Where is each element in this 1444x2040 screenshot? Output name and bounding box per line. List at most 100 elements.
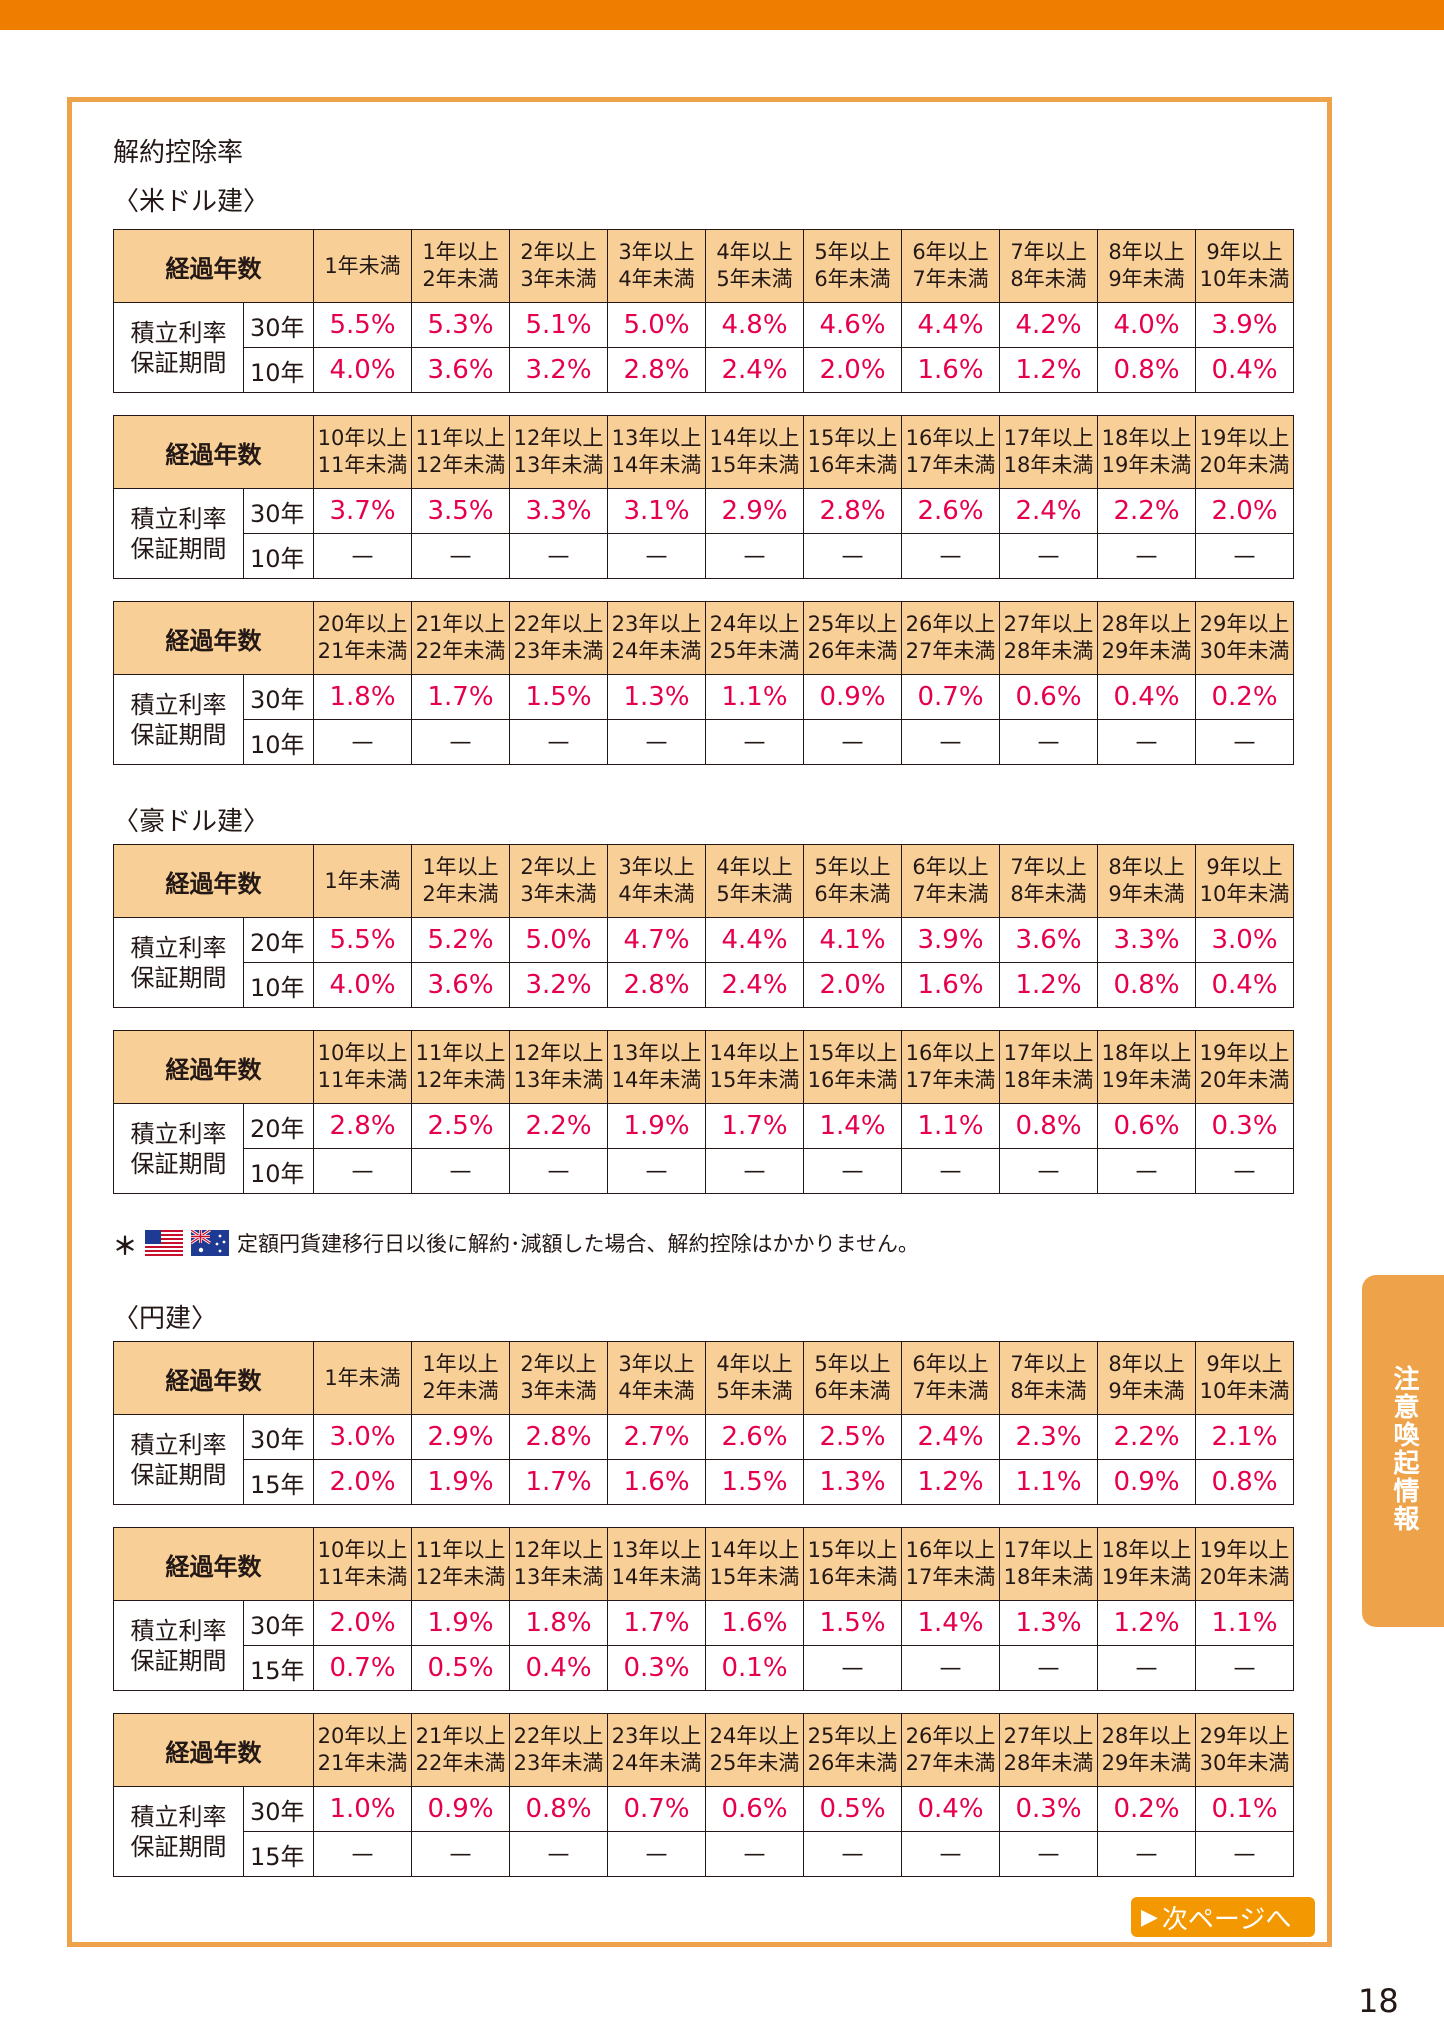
deduction-rate: —	[1195, 533, 1294, 579]
period-header: 20年以上 21年未満	[313, 601, 412, 675]
deduction-rate: —	[803, 719, 902, 765]
deduction-rate: —	[999, 533, 1098, 579]
period-header: 20年以上 21年未満	[313, 1713, 412, 1787]
note-text: 定額円貨建移行日以後に解約･減額した場合、解約控除はかかりません。	[237, 1232, 919, 1256]
period-header: 11年以上 12年未満	[411, 1030, 510, 1104]
deduction-rate: —	[705, 1831, 804, 1877]
period-header: 14年以上 15年未満	[705, 1030, 804, 1104]
deduction-rate: —	[313, 1831, 412, 1877]
period-header: 1年以上 2年未満	[411, 1341, 510, 1415]
deduction-rate: 1.2%	[901, 1459, 1000, 1505]
page-title: 解約控除率	[113, 138, 244, 168]
deduction-rate: 0.6%	[705, 1786, 804, 1832]
deduction-rate: —	[1195, 1148, 1294, 1194]
deduction-rate: —	[803, 533, 902, 579]
deduction-rate: 2.3%	[999, 1414, 1098, 1460]
deduction-rate: 2.8%	[607, 962, 706, 1008]
deduction-rate: 1.2%	[999, 347, 1098, 393]
deduction-rate: 2.4%	[705, 347, 804, 393]
deduction-rate: 1.7%	[705, 1103, 804, 1149]
period-header: 2年以上 3年未満	[509, 229, 608, 303]
guarantee-period-label: 積立利率 保証期間	[113, 1786, 244, 1877]
period-header: 18年以上 19年未満	[1097, 415, 1196, 489]
period-header: 1年以上 2年未満	[411, 844, 510, 918]
period-header: 1年未満	[313, 844, 412, 918]
deduction-rate: —	[901, 1148, 1000, 1194]
elapsed-years-label: 経過年数	[113, 844, 314, 918]
period-header: 7年以上 8年未満	[999, 1341, 1098, 1415]
deduction-rate: 0.8%	[1097, 962, 1196, 1008]
guarantee-term: 30年	[243, 488, 314, 534]
deduction-rate: 1.9%	[411, 1600, 510, 1646]
period-header: 15年以上 16年未満	[803, 415, 902, 489]
table-row: 10年 — — — — — — — — — —	[114, 533, 1294, 579]
deduction-rate: 0.4%	[1097, 674, 1196, 720]
period-header: 19年以上 20年未満	[1195, 1030, 1294, 1104]
period-header: 3年以上 4年未満	[607, 844, 706, 918]
deduction-rate: —	[509, 533, 608, 579]
top-accent-bar	[0, 0, 1444, 30]
deduction-rate: —	[411, 1831, 510, 1877]
period-header: 17年以上 18年未満	[999, 415, 1098, 489]
period-header: 1年未満	[313, 229, 412, 303]
deduction-rate: —	[607, 533, 706, 579]
deduction-rate: —	[803, 1645, 902, 1691]
deduction-rate: 2.4%	[705, 962, 804, 1008]
deduction-rate: —	[411, 719, 510, 765]
section-heading-jpy: 〈円建〉	[113, 1304, 218, 1334]
deduction-rate: 1.1%	[1195, 1600, 1294, 1646]
deduction-rate: —	[999, 1148, 1098, 1194]
deduction-rate: —	[1097, 1148, 1196, 1194]
guarantee-term: 15年	[243, 1645, 314, 1691]
deduction-rate: 3.6%	[411, 347, 510, 393]
deduction-rate: —	[901, 1831, 1000, 1877]
period-header: 2年以上 3年未満	[509, 844, 608, 918]
period-header: 28年以上 29年未満	[1097, 601, 1196, 675]
next-page-button[interactable]: ▶ 次ページへ	[1131, 1897, 1315, 1937]
deduction-rate: 2.8%	[313, 1103, 412, 1149]
table-row: 10年 — — — — — — — — — —	[114, 719, 1294, 765]
deduction-rate: —	[1097, 719, 1196, 765]
side-tab-label: 注意喚起情報	[1389, 1365, 1419, 1533]
deduction-rate: 3.6%	[411, 962, 510, 1008]
period-header: 12年以上 13年未満	[509, 1030, 608, 1104]
side-tab[interactable]: 注意喚起情報	[1362, 1275, 1444, 1627]
deduction-rate: 1.1%	[705, 674, 804, 720]
elapsed-years-label: 経過年数	[113, 1713, 314, 1787]
deduction-rate: 0.3%	[607, 1645, 706, 1691]
deduction-rate: —	[1097, 1645, 1196, 1691]
period-header: 5年以上 6年未満	[803, 844, 902, 918]
deduction-rate: 1.4%	[803, 1103, 902, 1149]
deduction-rate: 1.6%	[901, 347, 1000, 393]
period-header: 22年以上 23年未満	[509, 1713, 608, 1787]
deduction-rate: 4.6%	[803, 302, 902, 348]
deduction-rate: —	[411, 1148, 510, 1194]
deduction-rate: 1.3%	[999, 1600, 1098, 1646]
table-row: 積立利率 保証期間 20年 5.5% 5.2% 5.0% 4.7% 4.4% 4.1% 3.9%…	[113, 917, 1294, 1008]
table-row: 15年 2.0% 1.9% 1.7% 1.6% 1.5% 1.3% 1.2% 1.1% 0.9% 0…	[114, 1459, 1294, 1505]
deduction-rate: 0.9%	[1097, 1459, 1196, 1505]
guarantee-term: 15年	[243, 1459, 314, 1505]
period-header: 12年以上 13年未満	[509, 415, 608, 489]
guarantee-term: 30年	[243, 1414, 314, 1460]
table-row: 10年 4.0% 3.6% 3.2% 2.8% 2.4% 2.0% 1.6% 1.2% 0.8% 0…	[114, 347, 1294, 393]
period-header: 14年以上 15年未満	[705, 1527, 804, 1601]
deduction-rate: 3.1%	[607, 488, 706, 534]
period-header: 24年以上 25年未満	[705, 601, 804, 675]
deduction-rate: 3.2%	[509, 962, 608, 1008]
deduction-rate: 4.0%	[1097, 302, 1196, 348]
guarantee-period-label: 積立利率 保証期間	[113, 302, 244, 393]
period-header: 10年以上 11年未満	[313, 1527, 412, 1601]
table-row: 積立利率 保証期間 30年 3.7% 3.5% 3.3% 3.1% 2.9% 2.8% 2.6%…	[113, 488, 1294, 579]
deduction-rate: 0.2%	[1195, 674, 1294, 720]
period-header: 18年以上 19年未満	[1097, 1030, 1196, 1104]
deduction-rate: 1.6%	[607, 1459, 706, 1505]
deduction-rate: 1.6%	[901, 962, 1000, 1008]
deduction-rate: 3.7%	[313, 488, 412, 534]
period-header: 23年以上 24年未満	[607, 1713, 706, 1787]
period-header: 25年以上 26年未満	[803, 1713, 902, 1787]
period-header: 24年以上 25年未満	[705, 1713, 804, 1787]
table-row: 積立利率 保証期間 20年 2.8% 2.5% 2.2% 1.9% 1.7% 1.4% 1.1%…	[113, 1103, 1294, 1194]
deduction-rate: 0.2%	[1097, 1786, 1196, 1832]
period-header: 5年以上 6年未満	[803, 1341, 902, 1415]
